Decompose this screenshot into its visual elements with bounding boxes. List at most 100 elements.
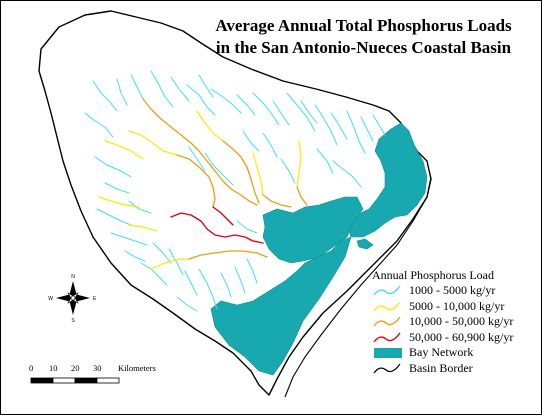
- stream-cyan: [124, 250, 146, 262]
- line-swatch-icon: [373, 285, 401, 296]
- scale-tick-label: 20: [71, 363, 80, 373]
- compass-label-s: S: [71, 318, 75, 324]
- streams-50000-60900: [170, 206, 264, 244]
- stream-cyan: [92, 80, 118, 112]
- stream-yellow: [296, 140, 302, 188]
- stream-cyan: [84, 112, 114, 138]
- stream-cyan: [198, 74, 214, 98]
- legend-item-50000-60900: 50,000 - 60,900 kg/yr: [372, 330, 540, 346]
- stream-cyan: [372, 114, 386, 136]
- stream-cyan: [152, 242, 172, 264]
- stream-orange: [262, 194, 292, 208]
- stream-cyan: [332, 160, 362, 188]
- legend-item-label: Bay Network: [409, 345, 474, 359]
- map-title-line-2: in the San Antonio-Nueces Coastal Basin: [215, 38, 512, 57]
- legend-item-label: 1000 - 5000 kg/yr: [409, 283, 496, 297]
- legend-title: Annual Phosphorus Load: [372, 268, 494, 282]
- stream-orange: [296, 186, 308, 206]
- scale-bar-segment: [30, 377, 54, 384]
- line-swatch-icon: [373, 301, 401, 311]
- scale-bar-segment: [96, 377, 120, 384]
- stream-cyan: [316, 148, 334, 174]
- stream-cyan: [176, 296, 198, 312]
- fill-swatch-icon: [374, 348, 402, 358]
- stream-cyan: [252, 92, 280, 126]
- stream-cyan: [330, 112, 348, 140]
- scale-bar-labels: 0 10 20 30 Kilometers: [21, 363, 171, 377]
- map-title-line-1: Average Annual Total Phosphorus Loads: [215, 16, 512, 35]
- scale-tick-label: 0: [29, 363, 34, 373]
- stream-cyan: [188, 146, 206, 172]
- stream-yellow: [252, 152, 264, 196]
- scale-tick-label: 30: [93, 363, 102, 373]
- stream-cyan: [110, 232, 148, 246]
- line-swatch-icon: [373, 363, 401, 373]
- stream-cyan: [286, 92, 316, 132]
- line-swatch-icon: [373, 316, 401, 327]
- stream-cyan: [242, 130, 260, 152]
- stream-orange: [142, 98, 258, 206]
- stream-cyan: [94, 156, 132, 178]
- stream-yellow: [128, 130, 178, 156]
- stream-cyan: [116, 78, 128, 106]
- stream-cyan: [236, 94, 256, 116]
- stream-cyan: [346, 110, 366, 154]
- bay-network-south: [210, 236, 352, 376]
- stream-cyan: [150, 70, 174, 108]
- legend-item-10000-50000: 10,000 - 50,000 kg/yr: [372, 314, 540, 330]
- stream-cyan: [246, 258, 258, 284]
- stream-cyan: [168, 248, 184, 276]
- stream-cyan: [186, 84, 216, 116]
- stream-cyan: [360, 116, 374, 142]
- stream-yellow: [128, 224, 158, 232]
- basin-border: [38, 10, 432, 396]
- compass-label-n: N: [71, 274, 75, 280]
- stream-yellow: [150, 258, 190, 270]
- stream-cyan: [204, 152, 234, 186]
- legend-item-label: 5000 - 10,000 kg/yr: [409, 298, 505, 313]
- scale-bar-segment: [74, 377, 98, 384]
- legend-item-5000-10000: 5000 - 10,000 kg/yr: [372, 299, 540, 315]
- stream-cyan: [234, 266, 246, 294]
- stream-red: [212, 206, 234, 226]
- stream-red: [170, 212, 264, 244]
- stream-cyan: [280, 158, 296, 184]
- bay-network-north: [346, 122, 428, 238]
- compass-label-e: E: [93, 296, 97, 302]
- stream-orange: [222, 140, 260, 204]
- stream-cyan: [170, 76, 190, 102]
- barrier-island: [284, 176, 432, 398]
- stream-cyan: [236, 220, 258, 234]
- stream-cyan: [220, 272, 232, 298]
- line-swatch-icon: [373, 332, 401, 342]
- compass-label-w: W: [48, 296, 53, 302]
- stream-yellow: [98, 196, 140, 208]
- legend-item-label: 50,000 - 60,900 kg/yr: [409, 329, 514, 344]
- streams-5000-10000: [98, 110, 302, 270]
- legend-item-basin-border: Basin Border: [372, 361, 540, 377]
- stream-cyan: [300, 100, 318, 124]
- legend-item-label: Basin Border: [409, 360, 473, 375]
- stream-cyan: [130, 74, 144, 100]
- stream-cyan: [198, 268, 218, 310]
- legend: Annual Phosphorus Load 1000 - 5000 kg/yr…: [372, 267, 540, 376]
- stream-cyan: [128, 200, 152, 214]
- streams-1000-5000: [84, 70, 386, 312]
- stream-yellow: [196, 110, 224, 142]
- stream-cyan: [262, 132, 278, 158]
- bay-network-central: [262, 196, 364, 264]
- stream-cyan: [272, 100, 290, 126]
- bay-network-inlet: [356, 238, 374, 250]
- streams-10000-50000: [142, 98, 308, 260]
- legend-item-1000-5000: 1000 - 5000 kg/yr: [372, 283, 540, 299]
- bay-network: [210, 122, 428, 376]
- stream-cyan: [314, 104, 338, 146]
- legend-item-label: 10,000 - 50,000 kg/yr: [409, 314, 514, 328]
- compass-center-icon: [70, 295, 76, 301]
- scale-bar-segment: [52, 377, 76, 384]
- stream-cyan: [104, 182, 130, 194]
- stream-cyan: [140, 262, 168, 286]
- stream-cyan: [96, 208, 132, 226]
- stream-cyan: [184, 270, 198, 296]
